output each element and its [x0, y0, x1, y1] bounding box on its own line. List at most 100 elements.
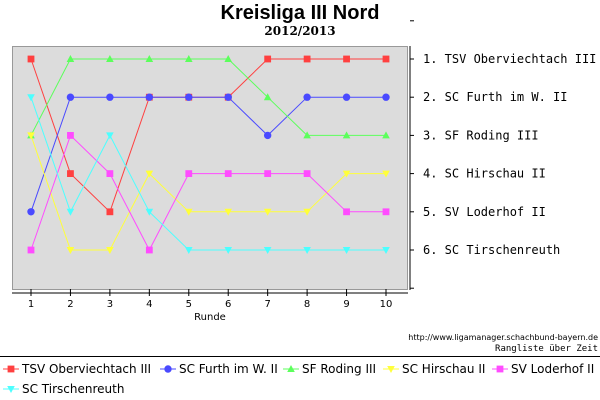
data-point	[66, 55, 75, 62]
data-point	[303, 170, 311, 177]
data-point	[342, 170, 351, 178]
data-point	[106, 55, 114, 62]
x-tick-label: 10	[380, 299, 393, 310]
data-point	[343, 55, 350, 63]
data-point	[27, 246, 35, 254]
y-tick-label: 5. SV Loderhof II	[423, 205, 546, 219]
series-line	[30, 96, 386, 212]
data-point	[263, 93, 272, 101]
data-point	[185, 93, 193, 101]
data-point	[67, 132, 74, 139]
data-point	[382, 93, 390, 101]
data-point	[224, 208, 233, 216]
data-point	[382, 170, 390, 178]
legend-marker	[387, 366, 395, 373]
data-point	[145, 55, 154, 62]
data-point	[303, 93, 311, 101]
data-point	[27, 94, 35, 102]
data-point	[303, 247, 311, 254]
legend-marker	[164, 365, 172, 373]
legend-label: SV Loderhof II	[511, 362, 595, 376]
data-point	[145, 208, 154, 216]
data-point	[27, 208, 35, 216]
data-point	[224, 247, 233, 254]
data-point	[185, 170, 193, 177]
data-point	[342, 131, 351, 139]
data-point	[184, 208, 193, 216]
legend-marker	[496, 365, 504, 373]
data-point	[27, 132, 35, 140]
data-point	[27, 55, 35, 63]
legend-swatch	[492, 365, 508, 373]
legend-item: SC Hirschau II	[382, 359, 485, 379]
data-point	[303, 208, 311, 216]
data-point	[382, 208, 390, 216]
data-point	[382, 55, 390, 63]
legend-marker	[7, 386, 15, 393]
data-point	[184, 247, 193, 254]
x-tick-label: 4	[146, 299, 152, 310]
x-tick-label: 9	[343, 299, 349, 310]
data-point	[66, 208, 75, 216]
chart-title: Kreisliga III Nord	[220, 2, 380, 24]
data-point	[303, 131, 311, 139]
legend: TSV Oberviechtach III SC Furth im W. II SF…	[0, 356, 600, 400]
legend-swatch	[3, 365, 19, 373]
legend-item: SC Furth im W. II	[159, 359, 278, 379]
x-tick-label: 5	[186, 299, 192, 310]
data-point	[303, 55, 311, 63]
data-point	[184, 55, 193, 62]
y-tick-label: 2. SC Furth im W. II	[423, 90, 568, 104]
data-point	[145, 246, 153, 254]
chart-svg: 1 2 3 4 5 6 7 8 9 10 1. TSV Oberviechtach III 2. SC…	[12, 20, 596, 310]
data-point	[224, 170, 232, 177]
x-tick-label: 7	[264, 299, 270, 310]
legend-swatch	[283, 365, 299, 372]
legend-label: TSV Oberviechtach III	[22, 362, 152, 376]
y-tick-label: 3. SF Roding III	[423, 128, 539, 142]
source-credit[interactable]: http://www.ligamanager.schachbund-bayern…	[408, 333, 598, 342]
data-point	[106, 247, 114, 254]
data-point	[66, 247, 75, 254]
legend-marker	[287, 365, 295, 372]
y-tick-label: 1. TSV Oberviechtach III	[423, 52, 596, 66]
x-tick-label: 2	[67, 299, 73, 310]
x-tick-label: 3	[107, 299, 113, 310]
x-axis-label: Runde	[194, 312, 226, 323]
y-tick-label: 6. SC Tirschenreuth	[423, 243, 560, 257]
series-line	[30, 134, 386, 252]
legend-label: SC Hirschau II	[402, 362, 486, 376]
data-point	[264, 170, 272, 177]
data-point	[145, 170, 154, 178]
series-line	[30, 135, 386, 251]
data-point	[145, 93, 154, 101]
legend-label: SC Furth im W. II	[179, 362, 278, 376]
chart-subtitle: 2012/2013	[264, 24, 336, 38]
plot-area	[12, 46, 408, 290]
data-point	[264, 55, 272, 63]
data-point	[343, 208, 350, 216]
legend-item: SV Loderhof II	[491, 359, 594, 379]
legend-swatch	[383, 366, 399, 373]
data-point	[224, 55, 233, 62]
legend-swatch	[160, 365, 176, 373]
x-tick-label: 8	[304, 299, 310, 310]
legend-marker	[7, 365, 15, 373]
series-line	[30, 58, 386, 136]
data-point	[224, 93, 232, 101]
x-tick-label: 6	[225, 299, 231, 310]
data-point	[106, 170, 114, 177]
legend-item: SC Tirschenreuth	[2, 379, 124, 399]
data-point	[106, 132, 114, 140]
series-line	[30, 97, 386, 251]
legend-label: SF Roding III	[302, 362, 377, 376]
data-point	[263, 131, 272, 140]
data-point	[342, 247, 351, 254]
data-point	[263, 247, 272, 254]
data-point	[67, 170, 74, 177]
data-point	[66, 93, 75, 101]
chart-caption: Rangliste über Zeit	[495, 344, 598, 354]
data-point	[342, 93, 351, 101]
y-tick-label: 4. SC Hirschau II	[423, 167, 546, 181]
data-point	[263, 208, 272, 216]
